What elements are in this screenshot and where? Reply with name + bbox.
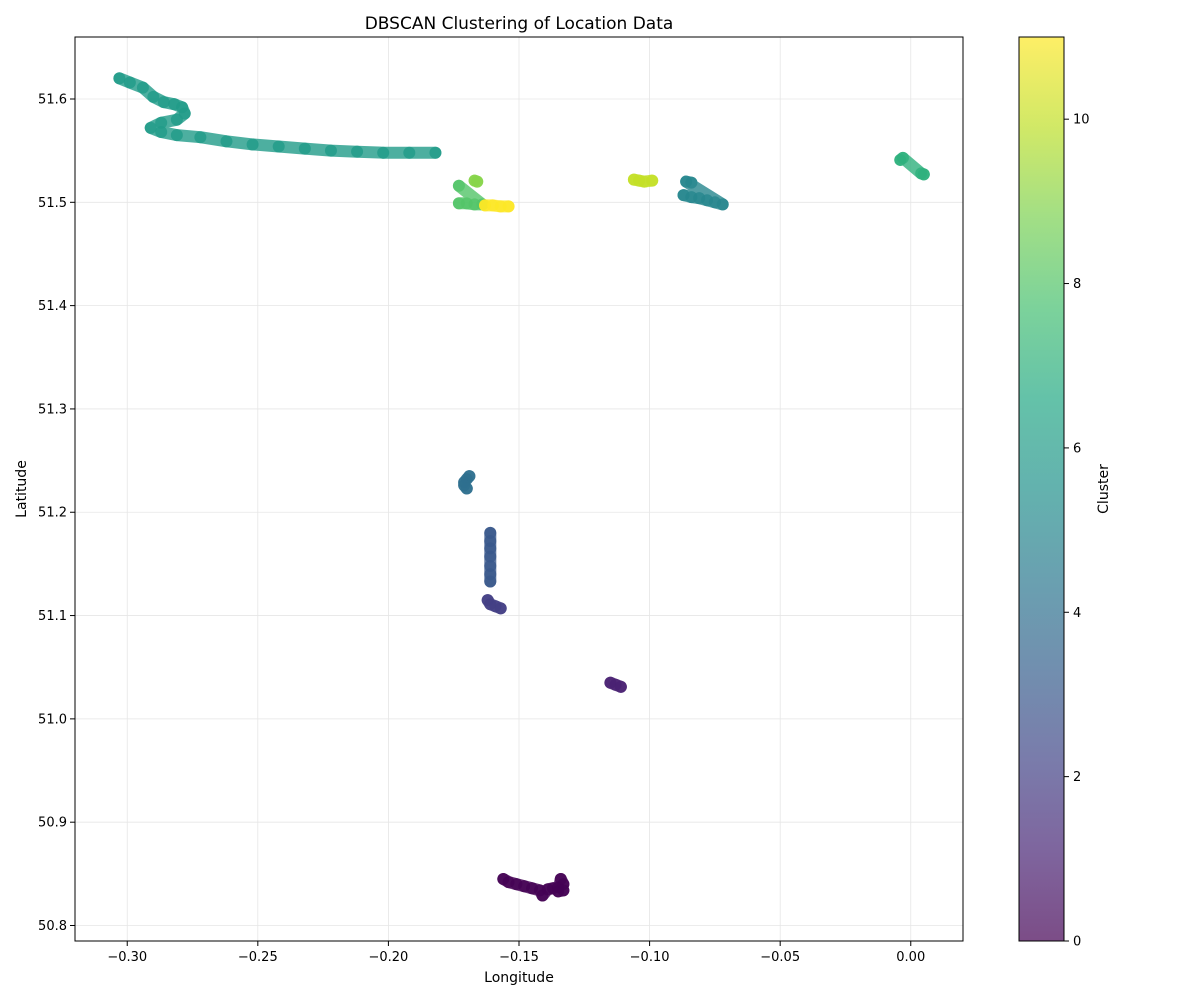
y-tick-label: 50.8 xyxy=(38,919,67,934)
data-point xyxy=(155,116,168,129)
y-tick-label: 51.6 xyxy=(38,92,67,107)
y-tick-label: 51.4 xyxy=(38,299,67,314)
data-point xyxy=(170,113,183,126)
x-tick-label: −0.15 xyxy=(499,950,539,965)
colorbar-tick-label: 6 xyxy=(1073,441,1081,456)
data-point xyxy=(298,142,311,155)
data-point xyxy=(136,81,149,94)
cluster-1 xyxy=(604,676,627,693)
x-tick-label: −0.25 xyxy=(238,950,278,965)
colorbar-tick-label: 0 xyxy=(1073,935,1081,950)
data-point xyxy=(147,90,160,103)
data-point xyxy=(896,151,909,164)
y-tick-label: 51.5 xyxy=(38,196,67,211)
chart-title: DBSCAN Clustering of Location Data xyxy=(365,14,674,34)
data-point xyxy=(220,135,233,148)
cluster-3 xyxy=(484,526,497,588)
data-point xyxy=(646,174,659,187)
cluster-2 xyxy=(481,594,507,615)
cluster-11 xyxy=(479,199,515,213)
data-point xyxy=(471,175,484,188)
y-tick-label: 51.1 xyxy=(38,609,67,624)
data-point xyxy=(685,176,698,189)
data-point xyxy=(460,482,473,495)
y-tick-label: 51.2 xyxy=(38,506,67,521)
data-point xyxy=(246,138,259,151)
data-point xyxy=(113,72,126,85)
data-point xyxy=(484,575,497,588)
cluster-7 xyxy=(894,151,930,181)
data-point xyxy=(554,873,567,886)
data-point xyxy=(614,680,627,693)
colorbar-label: Cluster xyxy=(1096,464,1112,514)
cluster-0 xyxy=(497,873,570,902)
data-point xyxy=(494,602,507,615)
data-point xyxy=(557,884,570,897)
x-axis-ticks: −0.30 −0.25 −0.20 −0.15 −0.10 −0.05 0.00 xyxy=(107,941,925,965)
data-point xyxy=(157,96,170,109)
gridlines xyxy=(75,37,963,941)
y-tick-label: 50.9 xyxy=(38,816,67,831)
data-points xyxy=(113,72,930,902)
colorbar-tick-label: 4 xyxy=(1073,606,1081,621)
x-tick-label: −0.20 xyxy=(368,950,408,965)
data-point xyxy=(484,526,497,539)
y-axis-ticks: 50.8 50.9 51.0 51.1 51.2 51.3 51.4 51.5 51.6 xyxy=(38,92,75,934)
y-axis-label: Latitude xyxy=(14,460,30,518)
data-point xyxy=(123,76,136,89)
x-tick-label: 0.00 xyxy=(896,950,925,965)
data-point xyxy=(484,542,497,555)
data-point xyxy=(351,145,364,158)
data-point xyxy=(377,146,390,159)
cluster-4 xyxy=(458,470,476,495)
data-point xyxy=(452,179,465,192)
data-point xyxy=(144,121,157,134)
colorbar xyxy=(1018,36,1065,942)
colorbar-tick-label: 8 xyxy=(1073,277,1081,292)
data-point xyxy=(272,140,285,153)
data-point xyxy=(484,559,497,572)
cluster-6 xyxy=(113,72,442,159)
data-point xyxy=(484,550,497,563)
cluster-10 xyxy=(627,173,659,188)
data-point xyxy=(324,144,337,157)
cluster-9 xyxy=(468,174,484,188)
data-point xyxy=(716,198,729,211)
data-point xyxy=(170,129,183,142)
y-tick-label: 51.3 xyxy=(38,402,67,417)
x-tick-label: −0.10 xyxy=(630,950,670,965)
x-tick-label: −0.30 xyxy=(107,950,147,965)
cluster-5 xyxy=(677,175,729,211)
data-point xyxy=(403,146,416,159)
colorbar-tick-label: 2 xyxy=(1073,770,1081,785)
colorbar-ticks: 0 2 4 6 8 10 xyxy=(1064,113,1090,950)
y-tick-label: 51.0 xyxy=(38,712,67,727)
x-tick-label: −0.05 xyxy=(760,950,800,965)
data-point xyxy=(194,131,207,144)
x-axis-label: Longitude xyxy=(484,970,554,986)
data-point xyxy=(429,146,442,159)
data-point xyxy=(917,168,930,181)
data-point xyxy=(155,126,168,139)
colorbar-tick-label: 10 xyxy=(1073,113,1090,128)
data-point xyxy=(502,200,515,213)
